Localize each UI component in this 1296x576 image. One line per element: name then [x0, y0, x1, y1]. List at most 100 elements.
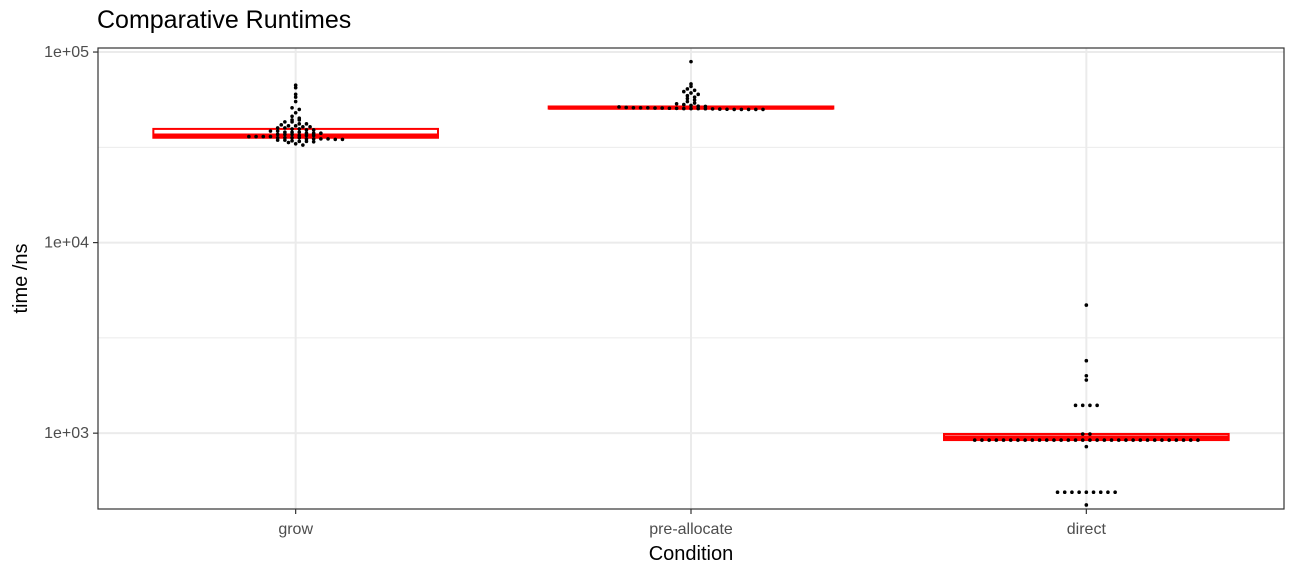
data-point-pre-allocate [617, 105, 621, 109]
data-point-grow [304, 139, 309, 144]
data-point-pre-allocate [689, 84, 693, 89]
data-point-pre-allocate [732, 107, 736, 112]
data-point-pre-allocate [692, 101, 697, 105]
data-point-direct [1131, 438, 1135, 442]
data-point-grow [311, 140, 316, 144]
data-point-direct [1124, 438, 1128, 442]
data-point-pre-allocate [761, 107, 765, 112]
data-point-grow [293, 85, 298, 90]
data-point-direct [1109, 438, 1114, 442]
data-point-pre-allocate [696, 106, 700, 111]
data-point-grow [290, 135, 294, 140]
data-point-grow [311, 128, 316, 132]
data-point-pre-allocate [746, 107, 751, 112]
data-point-direct [980, 438, 984, 442]
data-point-grow [279, 123, 284, 127]
data-point-grow [286, 124, 291, 128]
data-point-grow [311, 137, 316, 141]
y-axis-title: time /ns [10, 243, 32, 313]
data-point-direct [972, 438, 977, 442]
data-point-direct [1052, 438, 1056, 442]
data-point-direct [1080, 403, 1085, 408]
data-point-grow [297, 122, 302, 126]
data-point-direct [1088, 403, 1092, 408]
data-point-pre-allocate [689, 103, 693, 108]
x-tick-label: grow [278, 521, 313, 538]
data-point-grow [275, 138, 280, 142]
data-point-direct [1091, 490, 1096, 495]
data-point-grow [304, 122, 309, 126]
data-point-grow [293, 141, 298, 146]
data-point-grow [293, 83, 298, 87]
data-point-pre-allocate [674, 102, 679, 106]
data-point-direct [1084, 303, 1089, 307]
data-point-grow [293, 110, 298, 115]
data-point-pre-allocate [685, 93, 690, 98]
data-point-direct [1062, 490, 1067, 495]
data-point-grow [290, 132, 294, 137]
y-tick-label: 1e+03 [44, 425, 89, 442]
data-point-direct [1084, 444, 1089, 449]
data-point-grow [297, 130, 302, 134]
data-point-direct [1188, 438, 1193, 442]
data-point-grow [297, 107, 302, 112]
data-point-grow [293, 124, 298, 128]
box-grow [152, 127, 439, 139]
data-point-direct [1102, 438, 1107, 442]
data-point-direct [1181, 438, 1186, 442]
data-point-direct [1084, 503, 1089, 507]
data-point-direct [1145, 438, 1150, 442]
data-point-direct [1055, 490, 1060, 495]
data-point-grow [297, 127, 302, 131]
data-point-grow [304, 133, 309, 138]
data-point-pre-allocate [667, 106, 672, 111]
data-point-grow [308, 125, 312, 129]
data-point-grow [319, 131, 323, 136]
data-point-pre-allocate [685, 96, 690, 101]
data-point-direct [1066, 438, 1071, 442]
data-point-direct [1001, 438, 1006, 442]
data-point-grow [290, 120, 294, 124]
data-point-pre-allocate [689, 106, 693, 111]
data-point-grow [293, 99, 298, 104]
data-point-grow [311, 133, 316, 138]
data-point-grow [290, 127, 294, 131]
data-point-grow [333, 137, 338, 142]
data-point-pre-allocate [754, 107, 758, 112]
data-point-direct [1088, 438, 1092, 442]
data-point-pre-allocate [674, 106, 679, 111]
data-point-pre-allocate [638, 105, 643, 110]
data-point-direct [1023, 438, 1027, 442]
data-point-grow [293, 95, 298, 99]
data-point-direct [1196, 438, 1200, 442]
data-point-direct [1095, 438, 1099, 442]
data-point-grow [268, 129, 273, 133]
data-point-grow [286, 140, 291, 145]
data-point-grow [319, 137, 323, 141]
data-point-pre-allocate [682, 106, 686, 111]
data-point-pre-allocate [710, 107, 715, 111]
data-point-grow [340, 137, 345, 142]
data-point-pre-allocate [703, 106, 708, 111]
data-point-pre-allocate [689, 59, 693, 64]
data-point-direct [1044, 438, 1049, 442]
data-point-direct [1116, 438, 1121, 442]
data-point-grow [304, 128, 309, 132]
y-tick-label: 1e+04 [44, 235, 89, 252]
data-point-pre-allocate [631, 105, 636, 110]
data-point-grow [275, 129, 280, 133]
data-point-grow [290, 139, 294, 143]
data-point-grow [283, 132, 287, 137]
data-point-pre-allocate [718, 107, 722, 111]
data-point-grow [268, 134, 273, 139]
data-point-direct [1084, 490, 1089, 495]
x-tick-label: direct [1067, 521, 1107, 538]
chart-title: Comparative Runtimes [97, 6, 352, 34]
data-point-direct [1152, 438, 1157, 442]
data-point-pre-allocate [692, 88, 697, 93]
data-point-direct [1098, 490, 1103, 495]
data-point-grow [301, 143, 305, 147]
data-point-direct [1084, 358, 1089, 363]
